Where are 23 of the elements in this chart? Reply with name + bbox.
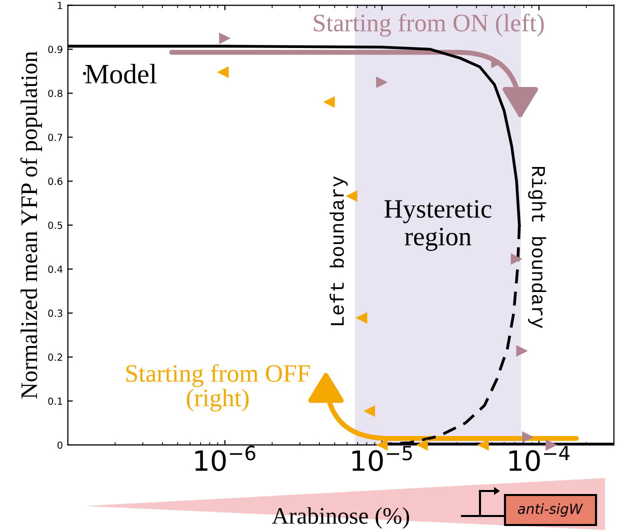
y-tick-label: 0 bbox=[57, 441, 62, 449]
y-tick-label: 0.4 bbox=[48, 266, 62, 273]
x-tick-label: 10$^{−5}$ bbox=[352, 446, 412, 472]
y-tick-label: 0.6 bbox=[48, 178, 62, 186]
legend-label: Model bbox=[85, 64, 157, 84]
y-tick-label: 0.1 bbox=[48, 397, 62, 405]
x-tick-label: 10$^{−6}$ bbox=[195, 446, 256, 472]
y-tick-label: 0.7 bbox=[48, 134, 62, 142]
band-label: Hysteretic region bbox=[384, 200, 492, 251]
y-axis-title: Normalized mean YFP of population bbox=[20, 51, 42, 399]
annotation: Starting from OFF (right) bbox=[126, 364, 310, 412]
y-tick-label: 0.8 bbox=[48, 90, 62, 98]
y-tick-label: 0.2 bbox=[48, 354, 62, 361]
y-tick-label: 1 bbox=[58, 2, 62, 10]
ref-line-label: Left boundary bbox=[330, 176, 348, 326]
annotation: Starting from ON (left) bbox=[314, 14, 544, 37]
y-tick-label: 0.9 bbox=[48, 46, 62, 54]
x-tick-label: 10$^{−4}$ bbox=[509, 446, 570, 472]
x-axis-title: Arabinose (%) bbox=[272, 507, 410, 529]
y-tick-label: 0.5 bbox=[48, 222, 62, 229]
ref-line-label: Right boundary bbox=[528, 166, 546, 328]
text: anti-sigW bbox=[518, 503, 584, 517]
y-tick-label: 0.3 bbox=[48, 310, 62, 317]
